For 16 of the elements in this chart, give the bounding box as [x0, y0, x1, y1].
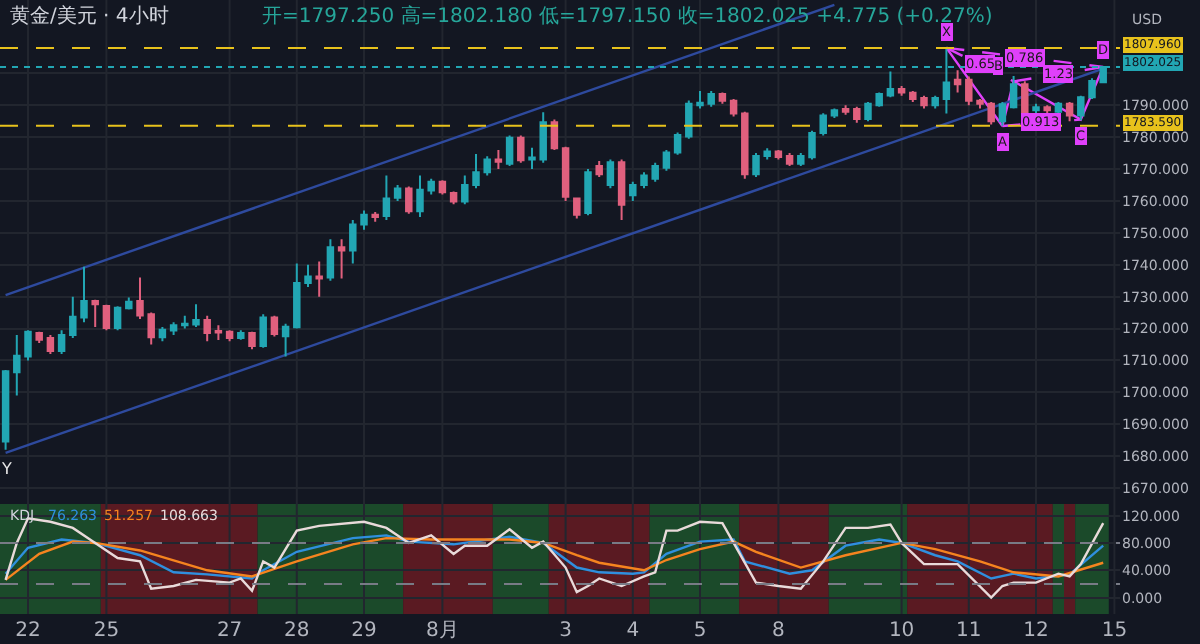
- x-tick-label: 10: [888, 620, 915, 642]
- chart-title: 黄金/美元 · 4小时: [10, 4, 169, 28]
- annotation: Y: [0, 460, 12, 478]
- x-tick-label: 5: [693, 620, 707, 642]
- x-tick-label: 11: [956, 620, 982, 642]
- x-tick-label: 8: [772, 620, 785, 642]
- x-tick-label: 12: [1023, 620, 1049, 642]
- x-tick-label: 25: [93, 620, 120, 642]
- x-tick-label: 3: [559, 620, 572, 642]
- x-tick-label: 4: [626, 620, 640, 642]
- x-tick-label: 28: [284, 620, 310, 642]
- x-tick-label: 27: [216, 620, 243, 642]
- x-tick-label: 8月: [426, 620, 459, 642]
- x-tick-label: 15: [1101, 620, 1128, 642]
- x-tick-label: 29: [351, 620, 377, 642]
- x-tick-label: 22: [15, 620, 41, 642]
